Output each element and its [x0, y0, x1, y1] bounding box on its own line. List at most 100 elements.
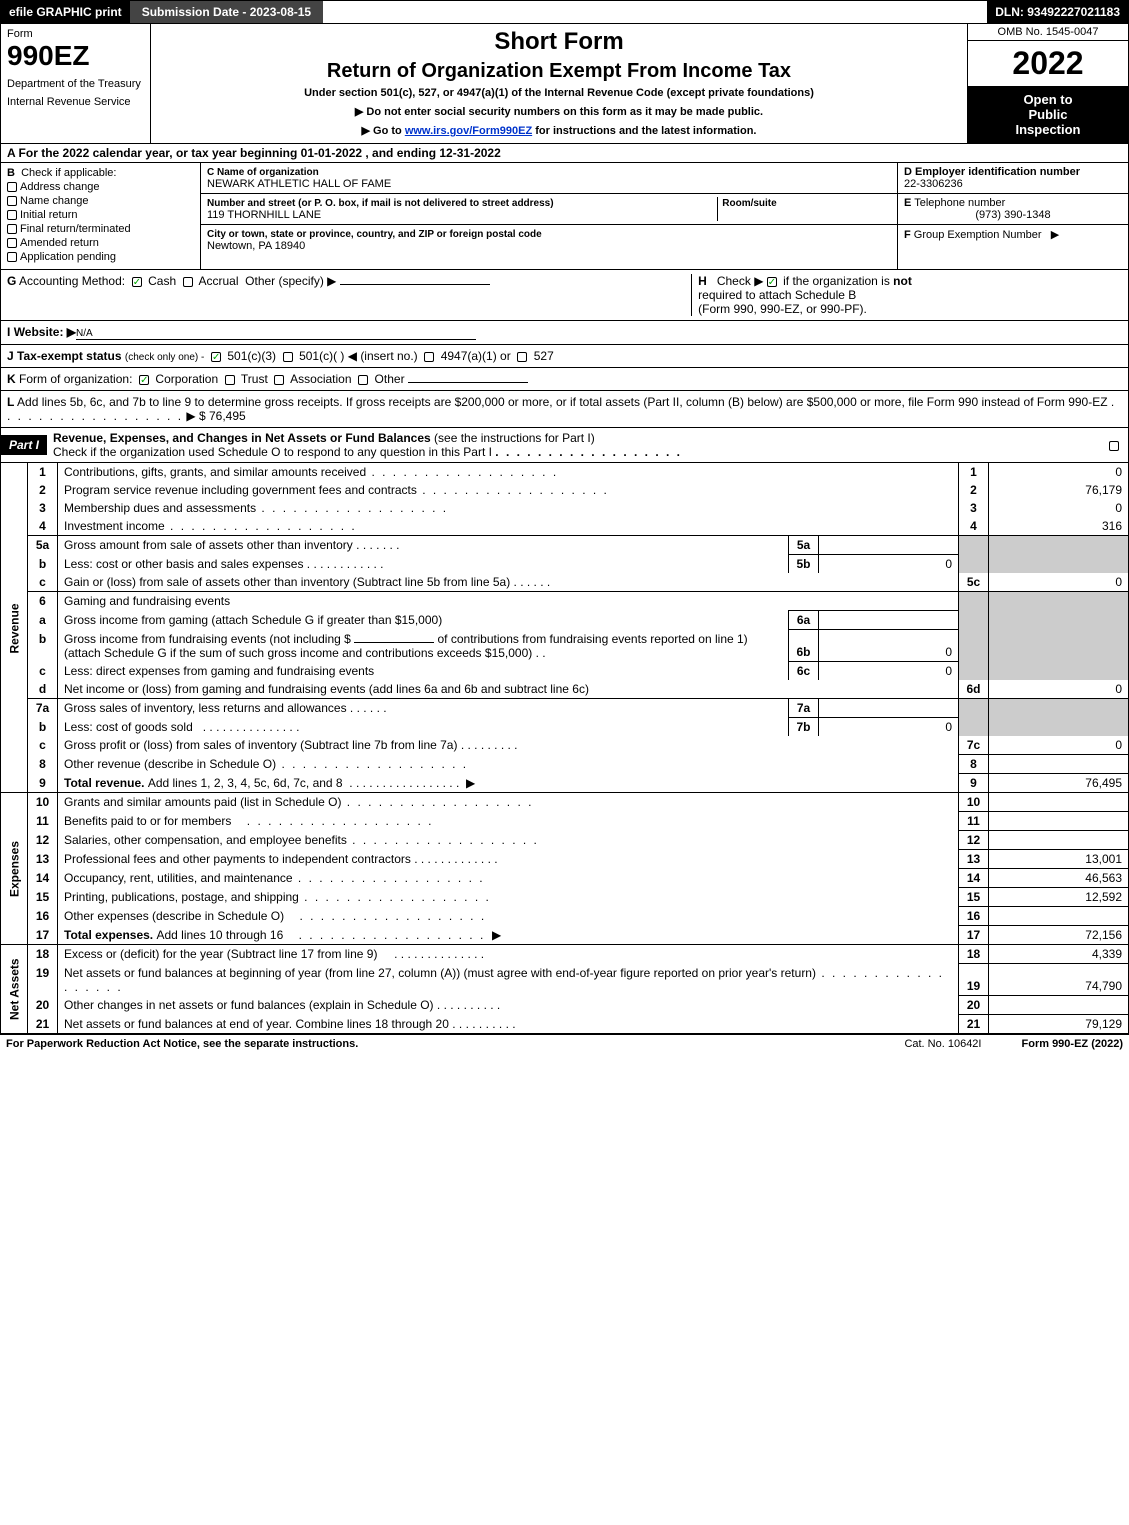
sub-amount: [819, 536, 959, 555]
checkbox-application-pending[interactable]: [7, 252, 17, 262]
table-row: 8 Other revenue (describe in Schedule O)…: [1, 755, 1129, 774]
dots-icon: [276, 757, 468, 771]
other-specify-input[interactable]: [340, 284, 490, 285]
checkbox-accrual[interactable]: [183, 277, 193, 287]
section-j: J Tax-exempt status (check only one) - 5…: [0, 345, 1129, 368]
sub-linenum: 6c: [789, 662, 819, 681]
street-address: 119 THORNHILL LANE: [207, 209, 321, 221]
irs-link[interactable]: www.irs.gov/Form990EZ: [405, 125, 532, 137]
rownum: b: [28, 555, 58, 574]
sub-amount: [819, 699, 959, 718]
arrow-icon: ▶: [466, 776, 475, 790]
dots-icon: [341, 795, 533, 809]
row-desc: Salaries, other compensation, and employ…: [64, 833, 347, 847]
section-j-label: J: [7, 349, 14, 363]
checkbox-address-change[interactable]: [7, 182, 17, 192]
checkbox-other-org[interactable]: [358, 375, 368, 385]
linenum-shaded: [959, 536, 989, 555]
row-desc: Gain or (loss) from sale of assets other…: [64, 575, 510, 589]
sub-amount: 0: [819, 718, 959, 737]
checkbox-cash[interactable]: [132, 277, 142, 287]
dots-icon: [347, 833, 539, 847]
row-desc: Other changes in net assets or fund bala…: [64, 998, 434, 1012]
inspection-box: Open to Public Inspection: [968, 86, 1128, 143]
row-desc: Gross income from gaming (attach Schedul…: [64, 613, 442, 627]
amount: 0: [989, 736, 1129, 755]
subtitle: Under section 501(c), 527, or 4947(a)(1)…: [157, 87, 961, 99]
amount: 79,129: [989, 1015, 1129, 1034]
opt-527: 527: [534, 349, 554, 363]
checkbox-501c3[interactable]: [211, 352, 221, 362]
part1-sub: (see the instructions for Part I): [434, 431, 595, 445]
other-org-input[interactable]: [408, 382, 528, 383]
room-label: Room/suite: [722, 198, 776, 209]
section-g-label: G: [7, 274, 16, 288]
footer-left: For Paperwork Reduction Act Notice, see …: [6, 1038, 358, 1050]
amount: 76,179: [989, 481, 1129, 499]
checkbox-corporation[interactable]: [139, 375, 149, 385]
opt-501c: 501(c)( ): [299, 349, 344, 363]
rownum: 13: [28, 850, 58, 869]
checkbox-name-change[interactable]: [7, 196, 17, 206]
linenum: 19: [959, 964, 989, 996]
table-row: Expenses 10 Grants and similar amounts p…: [1, 793, 1129, 812]
opt-other: Other (specify) ▶: [245, 274, 336, 288]
checkbox-527[interactable]: [517, 352, 527, 362]
title-cell: Short Form Return of Organization Exempt…: [151, 24, 968, 143]
right-header-cell: OMB No. 1545-0047 2022 Open to Public In…: [968, 24, 1128, 143]
inspection-line2: Public: [974, 107, 1122, 122]
table-row: 5a Gross amount from sale of assets othe…: [1, 536, 1129, 555]
section-c-label: C: [207, 167, 214, 178]
rownum: 14: [28, 869, 58, 888]
checkbox-initial-return[interactable]: [7, 210, 17, 220]
section-l-arrow: ▶ $: [186, 409, 205, 423]
opt-accrual: Accrual: [198, 274, 238, 288]
row-desc: Professional fees and other payments to …: [64, 852, 411, 866]
checkbox-final-return[interactable]: [7, 224, 17, 234]
h-text4: (Form 990, 990-EZ, or 990-PF).: [698, 302, 867, 316]
linenum: 6d: [959, 680, 989, 699]
table-row: 9 Total revenue. Add lines 1, 2, 3, 4, 5…: [1, 774, 1129, 793]
instruction-1: ▶ Do not enter social security numbers o…: [157, 105, 961, 118]
row-desc: Gaming and fundraising events: [64, 594, 230, 608]
row-desc: Other revenue (describe in Schedule O): [64, 757, 276, 771]
amount: 76,495: [989, 774, 1129, 793]
table-row: 12 Salaries, other compensation, and emp…: [1, 831, 1129, 850]
opt-cash: Cash: [148, 274, 176, 288]
checkbox-schedule-b[interactable]: [767, 277, 777, 287]
checkbox-amended-return[interactable]: [7, 238, 17, 248]
instr2-pre: ▶ Go to: [362, 125, 405, 137]
section-f-label: F: [904, 229, 911, 241]
section-h-label: H: [698, 274, 707, 288]
checkbox-501c[interactable]: [283, 352, 293, 362]
expenses-vlabel: Expenses: [1, 793, 28, 945]
checkbox-4947[interactable]: [424, 352, 434, 362]
row-desc: Occupancy, rent, utilities, and maintena…: [64, 871, 293, 885]
table-row: 13 Professional fees and other payments …: [1, 850, 1129, 869]
rownum: 3: [28, 499, 58, 517]
linenum-shaded: [959, 592, 989, 611]
amount: 0: [989, 499, 1129, 517]
amount-shaded: [989, 536, 1129, 555]
form-label: Form: [7, 28, 144, 40]
efile-print-label[interactable]: efile GRAPHIC print: [1, 1, 130, 23]
checkbox-association[interactable]: [274, 375, 284, 385]
row-desc: Excess or (deficit) for the year (Subtra…: [64, 947, 377, 961]
linenum: 3: [959, 499, 989, 517]
contrib-input[interactable]: [354, 642, 434, 643]
insert-no: ◀ (insert no.): [348, 349, 418, 363]
submission-date: Submission Date - 2023-08-15: [130, 1, 323, 23]
section-i: I Website: ▶N/A: [0, 321, 1129, 345]
amount: 12,592: [989, 888, 1129, 907]
checkbox-trust[interactable]: [225, 375, 235, 385]
amount: 74,790: [989, 964, 1129, 996]
rownum: 4: [28, 517, 58, 536]
rownum: b: [28, 630, 58, 662]
opt-address-change: Address change: [20, 181, 100, 193]
checkbox-schedule-o[interactable]: [1109, 441, 1119, 451]
footer-mid: Cat. No. 10642I: [904, 1038, 981, 1050]
row-desc: Net income or (loss) from gaming and fun…: [64, 682, 589, 696]
tax-year: 2022: [968, 41, 1128, 86]
website-label: Website: ▶: [14, 325, 76, 339]
table-row: c Gross profit or (loss) from sales of i…: [1, 736, 1129, 755]
